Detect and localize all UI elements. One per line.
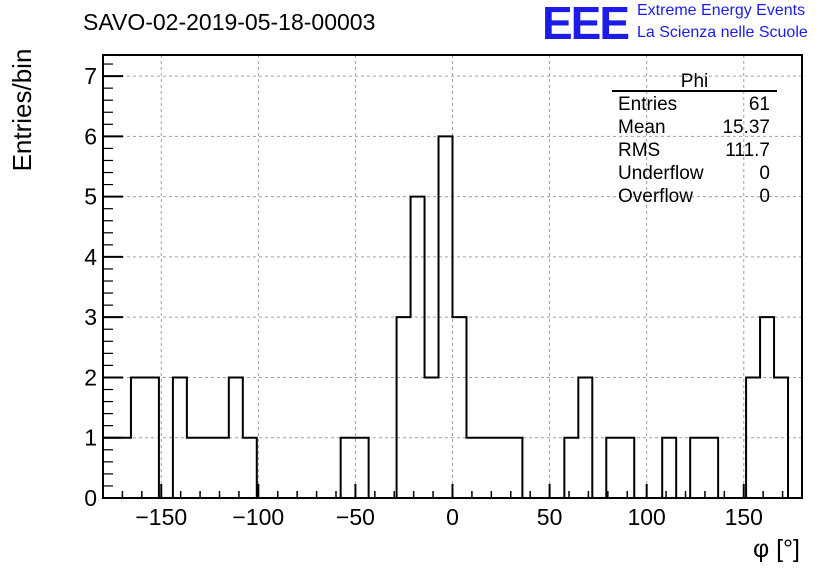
x-tick-label: −100 [232,504,284,530]
x-tick-label: 150 [725,504,763,530]
x-tick-label: −50 [336,504,375,530]
axis-ticks [103,63,784,499]
x-axis-label: φ [°] [753,535,800,563]
stats-row-label: Overflow [618,186,693,207]
x-tick-label: −150 [135,504,187,530]
stats-row-value: 0 [759,163,770,184]
y-tick-label: 0 [84,485,97,511]
y-tick-label: 3 [84,304,97,330]
stats-row-value: 61 [749,94,770,115]
stats-row-value: 15.37 [722,117,770,138]
stats-title: Phi [681,71,708,92]
x-tick-label: 100 [627,504,665,530]
y-tick-label: 5 [84,184,97,210]
y-tick-label: 1 [84,425,97,451]
y-tick-label: 4 [84,244,97,270]
y-tick-label: 6 [84,123,97,149]
eee-logo: EEE [542,0,630,49]
x-tick-label: 50 [537,504,563,530]
logo-line-2: La Scienza nelle Scuole [637,24,808,41]
stats-row-value: 111.7 [725,140,770,161]
stats-row-label: Entries [618,94,677,115]
stats-row-label: RMS [618,140,660,161]
stats-row-value: 0 [759,186,770,207]
stats-row-label: Mean [618,117,666,138]
logo-line-1: Extreme Energy Events [637,2,806,19]
axis-tick-labels: −150 −100 −50 0 50 100 150 0 1 2 3 4 5 6 7 [84,63,763,530]
histogram-outline [102,135,802,499]
stats-row-label: Underflow [618,163,704,184]
x-tick-label: 0 [446,504,459,530]
y-axis-label: Entries/bin [7,49,37,172]
y-tick-label: 2 [84,364,97,390]
run-title: SAVO-02-2019-05-18-00003 [83,9,376,35]
y-tick-label: 7 [84,63,97,89]
